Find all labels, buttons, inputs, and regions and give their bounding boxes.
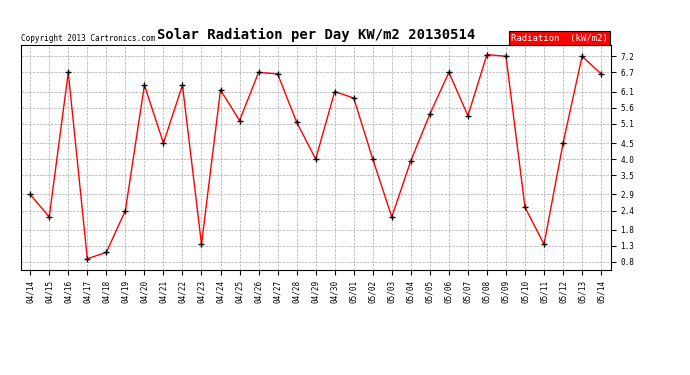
Title: Solar Radiation per Day KW/m2 20130514: Solar Radiation per Day KW/m2 20130514	[157, 28, 475, 42]
Text: Copyright 2013 Cartronics.com: Copyright 2013 Cartronics.com	[21, 34, 155, 43]
Text: Radiation  (kW/m2): Radiation (kW/m2)	[511, 34, 608, 43]
